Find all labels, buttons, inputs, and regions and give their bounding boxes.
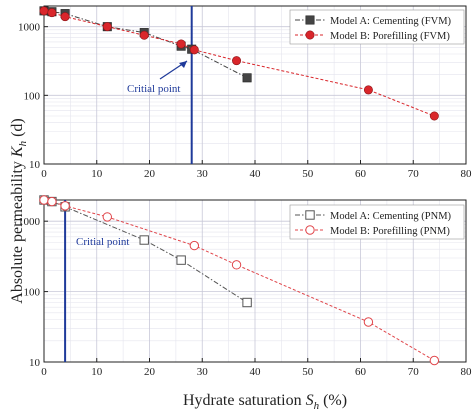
legend-marker <box>305 15 315 25</box>
data-point <box>39 195 49 205</box>
x-tick-label: 60 <box>355 168 367 180</box>
y-tick-label: 1000 <box>18 22 41 34</box>
critical-point-label: Critial point <box>127 83 180 95</box>
x-tick-label: 50 <box>302 168 314 180</box>
y-tick-label: 10 <box>29 357 41 369</box>
data-point <box>39 6 49 16</box>
legend-label: Model A: Cementing (PNM) <box>330 211 452 222</box>
x-tick-label: 20 <box>144 168 156 180</box>
series-model-b <box>39 6 439 121</box>
x-tick-label: 30 <box>197 168 209 180</box>
data-point <box>60 12 70 22</box>
x-tick-label: 10 <box>91 366 103 378</box>
x-tick-label: 60 <box>355 366 367 378</box>
x-tick-label: 40 <box>250 366 262 378</box>
legend: Model A: Cementing (PNM) Model B: Porefil… <box>289 204 465 240</box>
x-tick-label: 80 <box>461 168 473 180</box>
x-tick-label: 0 <box>41 168 47 180</box>
data-point <box>47 196 57 207</box>
x-axis-label: Hydrate saturation Sh (%) <box>183 392 347 412</box>
data-point <box>231 260 242 270</box>
data-point <box>189 45 199 55</box>
x-tick-label: 80 <box>461 366 473 378</box>
series-model-b <box>39 195 440 366</box>
legend: Model A: Cementing (FVM) Model B: Porefil… <box>289 9 465 45</box>
legend-label: Model B: Porefilling (FVM) <box>330 31 450 42</box>
critical-point-arrowhead <box>179 61 187 68</box>
y-tick-label: 100 <box>24 287 41 299</box>
data-point <box>242 297 252 308</box>
data-point <box>60 201 70 211</box>
data-point <box>189 240 200 251</box>
series-line <box>43 199 248 303</box>
x-tick-label: 50 <box>302 366 314 378</box>
data-point <box>176 39 186 49</box>
y-tick-label: 100 <box>24 90 41 102</box>
data-point <box>363 317 374 327</box>
y-tick-label: 10 <box>29 159 41 171</box>
data-point <box>242 73 252 83</box>
legend-marker <box>305 30 315 40</box>
legend-box <box>289 204 465 240</box>
critical-point-label: Critial point <box>76 236 129 248</box>
data-point <box>363 85 373 95</box>
x-tick-label: 70 <box>408 168 420 180</box>
data-point <box>232 56 242 66</box>
x-tick-label: 70 <box>408 366 420 378</box>
data-point <box>429 111 439 121</box>
legend-label: Model A: Cementing (FVM) <box>330 16 452 27</box>
y-tick-label: 1000 <box>18 216 41 228</box>
legend-marker <box>305 210 315 220</box>
data-point <box>47 8 57 18</box>
data-point <box>176 255 186 265</box>
data-point <box>139 30 149 40</box>
series-line <box>43 10 435 117</box>
legend-marker <box>305 225 315 235</box>
x-tick-label: 10 <box>91 168 103 180</box>
data-point <box>102 22 112 32</box>
legend-label: Model B: Porefilling (PNM) <box>330 226 450 237</box>
data-point <box>139 235 149 245</box>
data-point <box>102 212 113 222</box>
x-tick-label: 30 <box>197 366 209 378</box>
y-axis-label: Absolute permeability Kh (d) <box>9 118 29 303</box>
x-tick-label: 40 <box>250 168 262 180</box>
legend-box <box>289 9 465 45</box>
data-point <box>429 355 440 366</box>
x-tick-label: 20 <box>144 366 156 378</box>
x-tick-label: 0 <box>41 366 47 378</box>
